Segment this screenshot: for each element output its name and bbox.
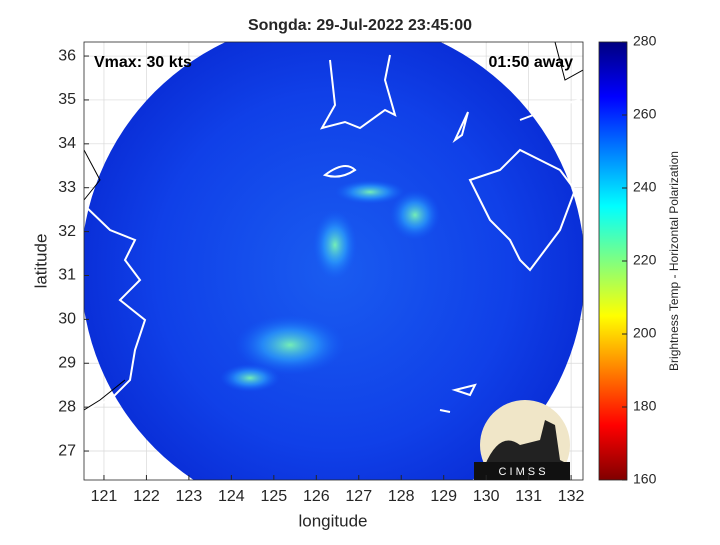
rainband — [390, 190, 440, 240]
y-tick-label: 35 — [58, 91, 76, 108]
x-tick-label: 132 — [558, 488, 585, 505]
y-tick-label: 31 — [58, 267, 76, 284]
x-axis-label: longitude — [298, 511, 367, 530]
chart-title: Songda: 29-Jul-2022 23:45:00 — [248, 17, 472, 34]
x-tick-label: 122 — [133, 488, 160, 505]
x-tick-label: 124 — [218, 488, 245, 505]
coastline — [84, 42, 583, 411]
logo-text: C I M S S — [498, 466, 545, 478]
y-tick-label: 27 — [58, 442, 76, 459]
rainband — [313, 210, 357, 280]
x-tick-label: 131 — [515, 488, 542, 505]
y-tick-label: 28 — [58, 398, 76, 415]
x-tick-label: 128 — [388, 488, 415, 505]
coastline — [439, 383, 477, 413]
annotation: 01:50 away — [488, 54, 573, 71]
x-tick-label: 129 — [430, 488, 457, 505]
colorbar-tick-label: 280 — [633, 33, 657, 49]
coastline — [84, 204, 147, 411]
rainband — [220, 364, 280, 392]
colorbar-tick-label: 160 — [633, 471, 657, 487]
y-tick-label: 33 — [58, 179, 76, 196]
coastline — [322, 165, 357, 178]
colorbar-tick-label: 260 — [633, 106, 657, 122]
coastline — [452, 99, 581, 272]
rainband — [335, 180, 405, 204]
y-tick-label: 34 — [58, 135, 76, 152]
logo: C I M S S — [474, 400, 570, 480]
x-tick-label: 123 — [176, 488, 203, 505]
colorbar-label: Brightness Temp - Horizontal Polarizatio… — [667, 151, 681, 371]
plot-frame — [83, 41, 584, 481]
colorbar-tick-label: 200 — [633, 325, 657, 341]
rainband — [235, 315, 345, 375]
x-tick-label: 121 — [91, 488, 118, 505]
y-tick-label: 36 — [58, 47, 76, 64]
colorbar-tick-label: 240 — [633, 179, 657, 195]
y-tick-label: 30 — [58, 311, 76, 328]
colorbar-tick-label: 220 — [633, 252, 657, 268]
x-tick-label: 125 — [260, 488, 287, 505]
x-tick-label: 127 — [345, 488, 372, 505]
x-tick-label: 126 — [303, 488, 330, 505]
x-tick-label: 130 — [473, 488, 500, 505]
y-axis-label: latitude — [31, 234, 50, 289]
y-tick-label: 32 — [58, 223, 76, 240]
coastline — [319, 54, 397, 130]
annotation: Vmax: 30 kts — [94, 54, 192, 71]
y-tick-label: 29 — [58, 354, 76, 371]
swath — [84, 42, 583, 480]
colorbar-tick-label: 180 — [633, 398, 657, 414]
